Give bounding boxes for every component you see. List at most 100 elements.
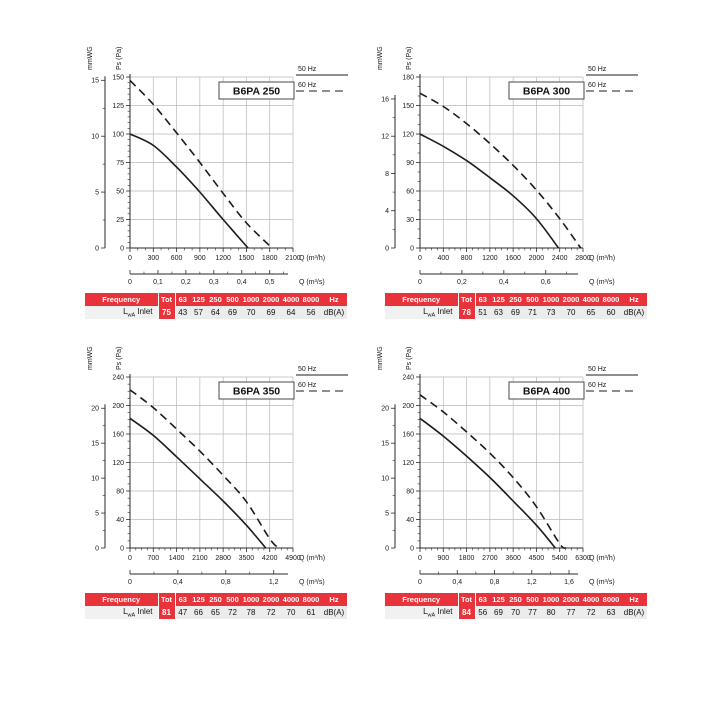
noise-value-cell-2000: 72 xyxy=(261,606,281,619)
tick-label: 0,4 xyxy=(237,279,247,286)
tick-label: 2100 xyxy=(192,555,208,562)
noise-tot-cell: 75 xyxy=(157,306,176,319)
tick-label: 20 xyxy=(381,406,389,413)
tick-label: 0 xyxy=(418,555,422,562)
tick-label: 5400 xyxy=(552,555,568,562)
lwa-inlet-label-cell: LwA Inlet xyxy=(385,306,458,319)
tick-label: 1800 xyxy=(262,255,278,262)
tick-label: 0,6 xyxy=(541,279,551,286)
tick-label: 15 xyxy=(91,441,99,448)
freq-header-cell-500: 500 xyxy=(524,593,541,606)
dba-unit-cell: dB(A) xyxy=(621,606,647,619)
tick-label: 0 xyxy=(385,245,389,252)
noise-value-cell-2000: 70 xyxy=(561,306,581,319)
tick-label: 2400 xyxy=(552,255,568,262)
freq-header-cell-250: 250 xyxy=(507,293,524,306)
tick-label: 60 Hz xyxy=(588,382,607,389)
model-title-box xyxy=(218,381,295,400)
tick-label: 40 xyxy=(116,517,124,524)
tick-label: 150 xyxy=(402,103,414,110)
tick-label: mmWG xyxy=(87,346,94,370)
tick-label: 6300 xyxy=(575,555,591,562)
tick-label: 2100 xyxy=(285,255,301,262)
noise-value-cell-125: 69 xyxy=(490,606,507,619)
tick-label: 0 xyxy=(418,255,422,262)
tick-label: 0 xyxy=(128,555,132,562)
noise-value-cell-2000: 77 xyxy=(561,606,581,619)
hz-unit-header-cell: Hz xyxy=(621,593,647,606)
curve-60hz xyxy=(419,394,567,549)
tick-label: 80 xyxy=(406,488,414,495)
dba-unit-cell: dB(A) xyxy=(621,306,647,319)
tick-label: 50 Hz xyxy=(588,66,607,73)
curve-60hz xyxy=(419,92,582,249)
tick-label: Q (m³/s) xyxy=(589,279,615,286)
noise-value-cell-500: 77 xyxy=(524,606,541,619)
tick-label: 4 xyxy=(385,208,389,215)
freq-header-cell-4000: 4000 xyxy=(581,293,601,306)
tick-label: Ps (Pa) xyxy=(116,47,123,70)
tick-label: 60 Hz xyxy=(298,382,317,389)
tick-label: 0,2 xyxy=(181,279,191,286)
tick-label: 0 xyxy=(418,279,422,286)
noise-value-cell-125: 57 xyxy=(190,306,207,319)
tick-label: 30 xyxy=(406,217,414,224)
freq-header-cell-1000: 1000 xyxy=(541,593,561,606)
tick-label: Ps (Pa) xyxy=(406,347,413,370)
tick-label: 10 xyxy=(381,476,389,483)
noise-value-cell-8000: 60 xyxy=(601,306,621,319)
tick-label: 25 xyxy=(116,217,124,224)
tick-label: 0 xyxy=(410,545,414,552)
tick-label: Q (m³/h) xyxy=(589,555,615,562)
tick-label: 160 xyxy=(112,431,124,438)
tick-label: 240 xyxy=(112,374,124,381)
tick-label: Ps (Pa) xyxy=(406,47,413,70)
noise-level-row: LwA Inlet 84 56 69 70 77 80 77 72 63 dB(A) xyxy=(385,606,647,619)
tick-label: 0 xyxy=(128,255,132,262)
tick-label: 3500 xyxy=(239,555,255,562)
tick-label: 90 xyxy=(406,160,414,167)
tick-label: 1200 xyxy=(482,255,498,262)
noise-tot-cell: 78 xyxy=(457,306,476,319)
freq-header-cell-8000: 8000 xyxy=(301,593,321,606)
tick-label: Q (m³/s) xyxy=(299,579,325,586)
noise-value-cell-8000: 61 xyxy=(301,606,321,619)
tick-label: Q (m³/h) xyxy=(299,555,325,562)
tick-label: 200 xyxy=(112,403,124,410)
tick-label: 1,2 xyxy=(269,579,279,586)
chart-panel-b6pa-400: 0 40 80 120 160 200 240 0 5 10 15 20 0 900 1800 2700 360… xyxy=(350,328,670,628)
model-title-box xyxy=(218,81,295,100)
tick-label: 10 xyxy=(91,134,99,141)
freq-header-cell-250: 250 xyxy=(507,593,524,606)
tick-label: 2700 xyxy=(482,555,498,562)
freq-header-cell-tot: Tot xyxy=(457,593,476,606)
tick-label: Q (m³/h) xyxy=(589,255,615,262)
tick-label: 0,3 xyxy=(209,279,219,286)
tick-label: 0 xyxy=(385,545,389,552)
lwa-inlet-label-cell: LwA Inlet xyxy=(85,306,158,319)
tick-label: 0,4 xyxy=(499,279,509,286)
tick-label: 0 xyxy=(120,545,124,552)
noise-value-cell-4000: 65 xyxy=(581,306,601,319)
noise-value-cell-8000: 56 xyxy=(301,306,321,319)
hz-unit-header-cell: Hz xyxy=(321,293,347,306)
noise-value-cell-4000: 64 xyxy=(281,306,301,319)
tick-label: 2000 xyxy=(529,255,545,262)
frequency-header-cell: Frequency xyxy=(385,293,458,306)
noise-value-cell-250: 64 xyxy=(207,306,224,319)
tick-label: 800 xyxy=(461,255,473,262)
noise-value-cell-125: 63 xyxy=(490,306,507,319)
tick-label: 0,8 xyxy=(221,579,231,586)
freq-header-cell-63: 63 xyxy=(175,293,190,306)
model-title-box xyxy=(508,81,585,100)
curve-50hz xyxy=(129,417,267,549)
tick-label: 1600 xyxy=(505,255,521,262)
tick-label: 125 xyxy=(112,103,124,110)
freq-header-cell-250: 250 xyxy=(207,293,224,306)
tick-label: 80 xyxy=(116,488,124,495)
tick-label: 0 xyxy=(128,579,132,586)
tick-label: 0,2 xyxy=(457,279,467,286)
tick-label: 5 xyxy=(95,190,99,197)
tick-label: mmWG xyxy=(377,46,384,70)
